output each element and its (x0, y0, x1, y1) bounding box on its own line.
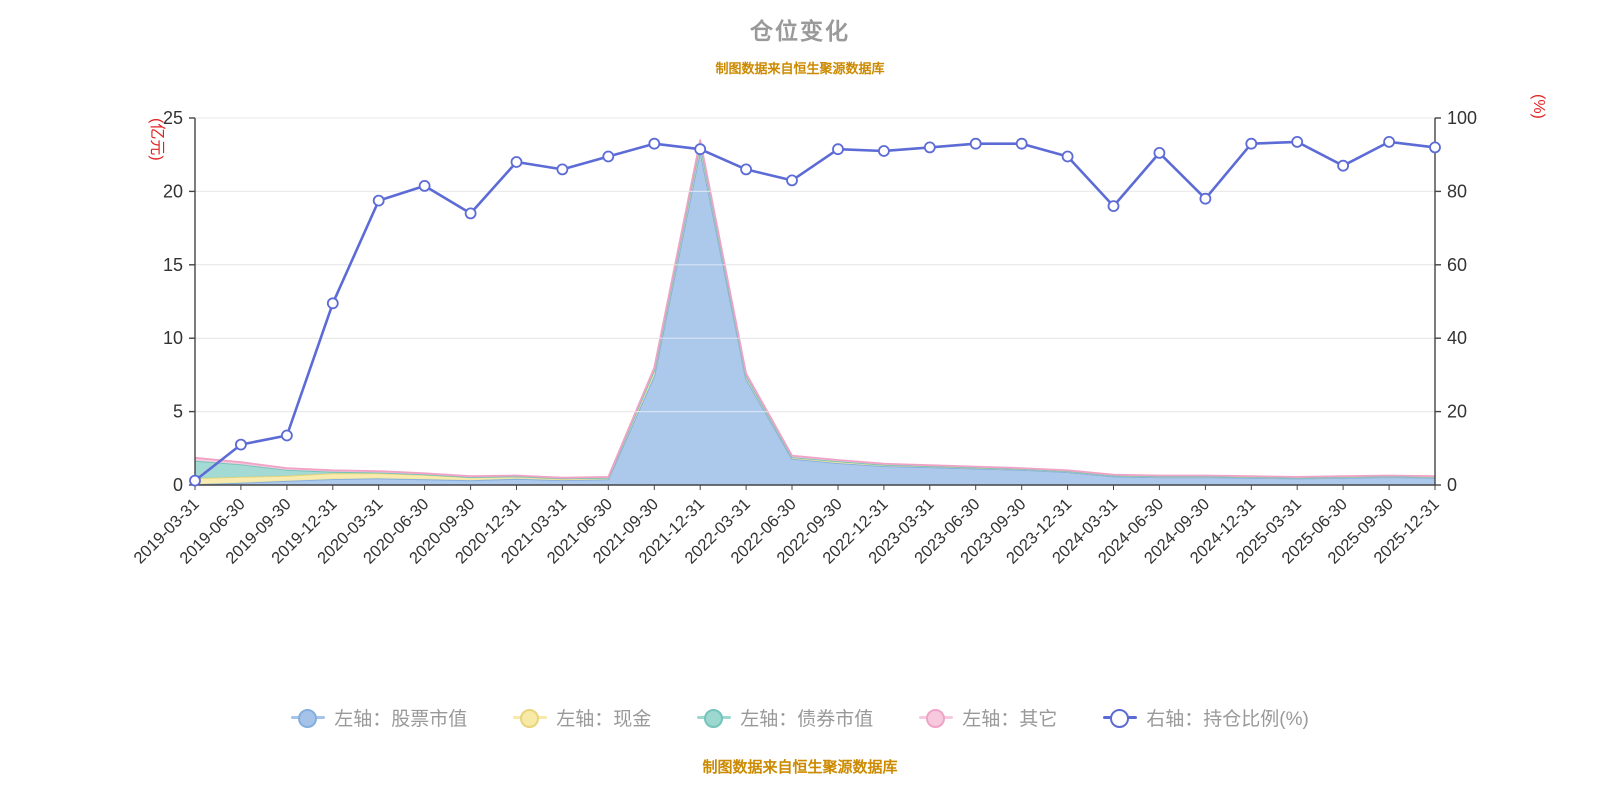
svg-text:5: 5 (173, 402, 183, 422)
data-source-note-bottom: 制图数据来自恒生聚源数据库 (702, 759, 898, 776)
svg-text:80: 80 (1447, 181, 1467, 201)
legend-label-cash: 左轴：现金 (556, 709, 652, 730)
svg-text:20: 20 (1447, 402, 1467, 422)
cash-legend-icon (513, 708, 548, 728)
area-edge-cash (194, 143, 1436, 480)
legend-item-other[interactable]: 左轴：其它 (919, 704, 1057, 731)
left-axis-labels: 0 5 10 15 20 25 (163, 108, 195, 495)
stock-value-legend-icon (291, 708, 326, 728)
other-legend-icon (919, 708, 954, 728)
svg-text:100: 100 (1447, 108, 1477, 128)
position-ratio-line (194, 140, 1436, 482)
svg-text:25: 25 (163, 108, 183, 128)
legend-label-position-ratio: 右轴：持仓比例(%) (1146, 709, 1309, 730)
legend: 左轴：股票市值 左轴：现金 左轴：债券市值 左轴：其它 右轴：持仓比例(%) (0, 704, 1600, 731)
position-change-chart: 0 5 10 15 20 25 0 20 40 60 80 100 (亿元) (%) 2019-03-312… (130, 94, 1547, 568)
right-axis-unit: (%) (1530, 94, 1547, 119)
area-other (195, 140, 1435, 479)
svg-text:20: 20 (163, 181, 183, 201)
position-ratio-legend-icon (1103, 708, 1138, 728)
chart-title: 仓位变化 (750, 18, 850, 44)
legend-item-bond-value[interactable]: 左轴：债券市值 (697, 704, 873, 731)
bond-value-legend-icon (697, 708, 732, 728)
legend-label-stock-value: 左轴：股票市值 (334, 709, 468, 730)
legend-item-cash[interactable]: 左轴：现金 (513, 704, 651, 731)
position-ratio-markers (189, 135, 1441, 487)
legend-label-bond-value: 左轴：债券市值 (740, 709, 874, 730)
area-bond-value (195, 143, 1435, 479)
data-source-note-top: 制图数据来自恒生聚源数据库 (715, 61, 885, 76)
right-axis-labels: 0 20 40 60 80 100 (1435, 108, 1477, 495)
area-edge-bond-value (194, 142, 1436, 480)
svg-text:40: 40 (1447, 328, 1467, 348)
left-axis-unit: (亿元) (148, 118, 166, 161)
legend-label-other: 左轴：其它 (962, 709, 1058, 730)
x-axis-labels: 2019-03-312019-06-302019-09-302019-12-31… (130, 485, 1443, 568)
area-cash (195, 144, 1435, 485)
grid-overlay (195, 117, 1435, 413)
svg-text:0: 0 (173, 475, 183, 495)
legend-item-stock-value[interactable]: 左轴：股票市值 (291, 704, 467, 731)
legend-item-position-ratio[interactable]: 右轴：持仓比例(%) (1103, 704, 1309, 731)
svg-text:60: 60 (1447, 255, 1467, 275)
svg-text:10: 10 (163, 328, 183, 348)
svg-text:0: 0 (1447, 475, 1457, 495)
svg-text:15: 15 (163, 255, 183, 275)
axis-lines (194, 118, 1436, 486)
area-edge-other (194, 139, 1436, 479)
